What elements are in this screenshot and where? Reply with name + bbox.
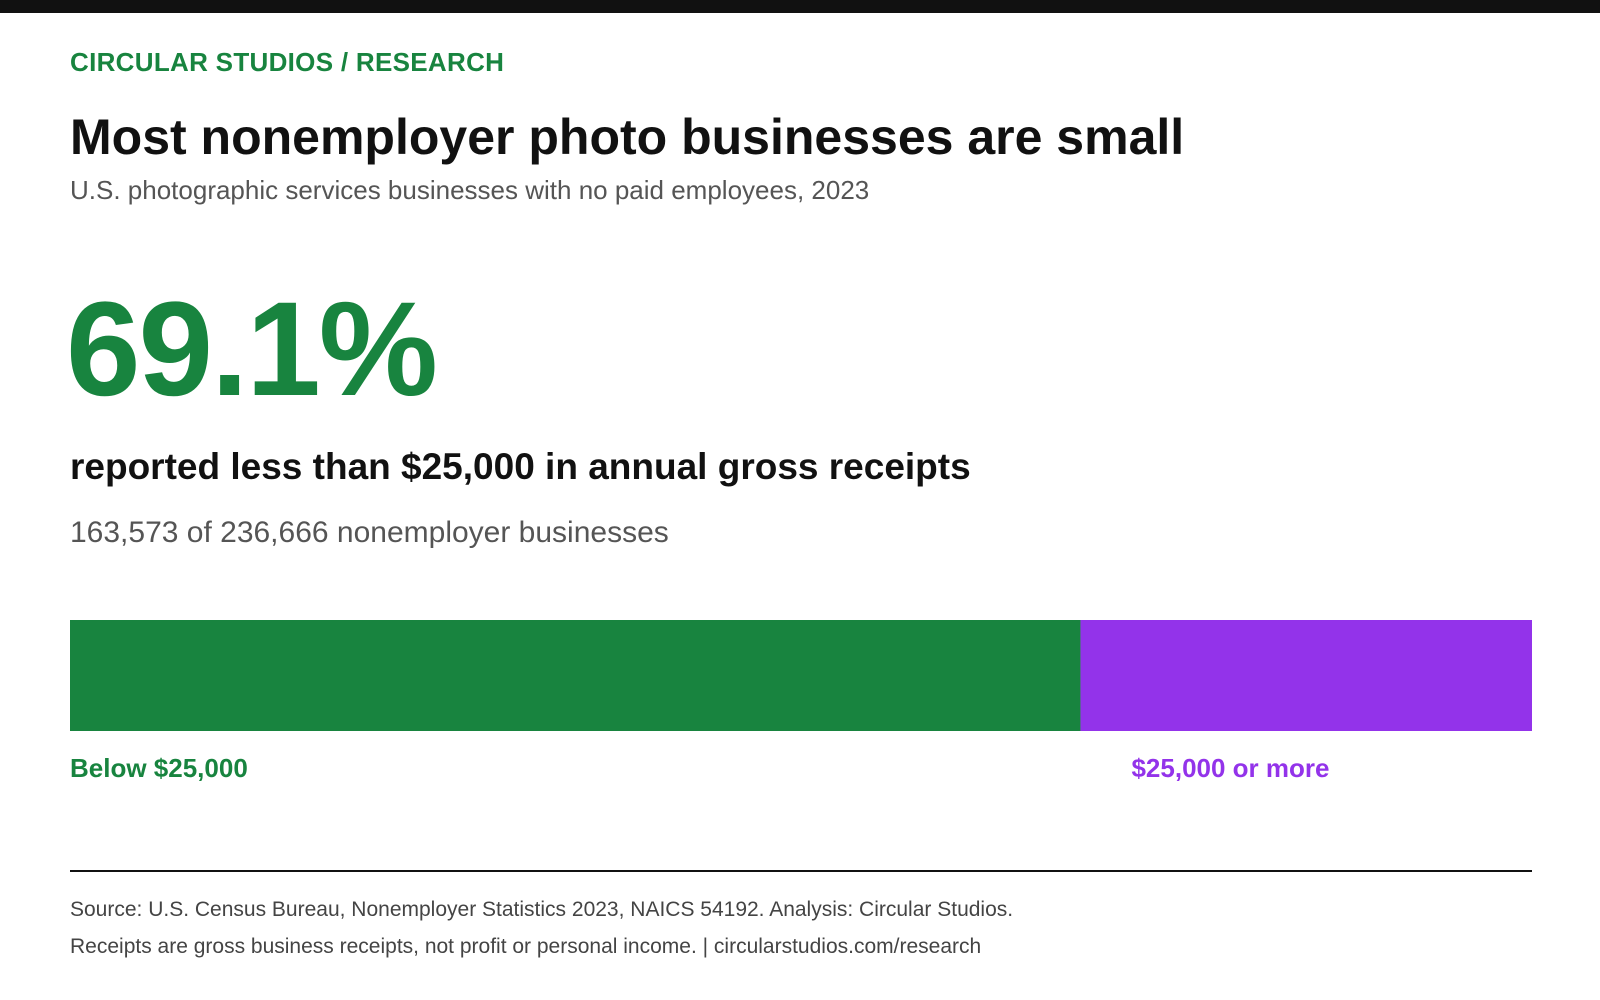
headline-detail: 163,573 of 236,666 nonemployer businesse… — [70, 516, 669, 549]
legend-label-25000-or-more: $25,000 or more — [1131, 753, 1330, 783]
eyebrow-label: CIRCULAR STUDIOS / RESEARCH — [70, 47, 505, 77]
bar-segments — [70, 620, 1532, 731]
footer-rule — [70, 870, 1532, 872]
bar-segment-0 — [70, 620, 1081, 731]
headline-percent: 69.1% — [66, 275, 438, 424]
receipts-note: Receipts are gross business receipts, no… — [70, 935, 982, 958]
bar-segment-1 — [1080, 620, 1532, 731]
stacked-bar-chart — [70, 620, 1532, 731]
chart-subtitle: U.S. photographic services businesses wi… — [70, 175, 870, 205]
chart-title: Most nonemployer photo businesses are sm… — [70, 109, 1185, 165]
source-note: Source: U.S. Census Bureau, Nonemployer … — [70, 898, 1014, 921]
top-rule — [0, 0, 1600, 13]
headline-statement: reported less than $25,000 in annual gro… — [70, 446, 971, 487]
legend-label-below-25000: Below $25,000 — [70, 753, 248, 783]
